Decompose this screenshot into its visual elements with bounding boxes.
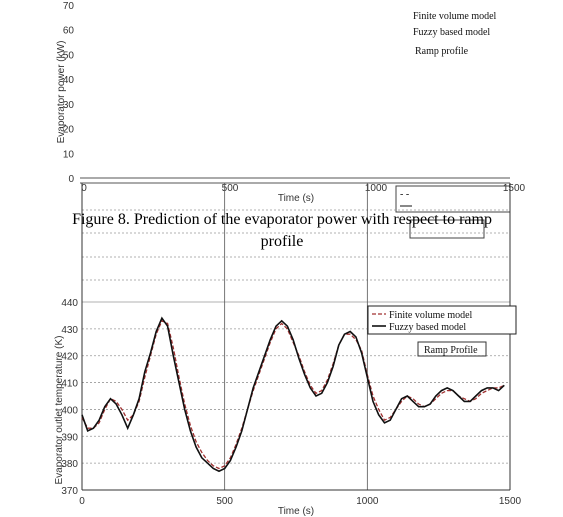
top-legend-fuzzy: Fuzzy based model (413, 27, 490, 38)
top-legend-box (395, 185, 511, 213)
top-y-tick-label: 10 (63, 149, 75, 160)
profile-box (417, 341, 487, 357)
top-y-tick-label: 40 (63, 75, 75, 86)
x-tick-label: 0 (79, 496, 85, 507)
top-legend-dash-mark: - - (400, 189, 409, 200)
top-y-tick-label: 50 (63, 50, 75, 61)
profile-label: Ramp Profile (424, 345, 478, 356)
top-y-tick-label: 70 (63, 1, 75, 12)
x-tick-label: 500 (216, 496, 233, 507)
top-x-tick-label: 1000 (365, 183, 388, 194)
x-tick-label: 1500 (499, 496, 522, 507)
x-tick-label: 1000 (356, 496, 379, 507)
y-tick-label: 420 (61, 352, 78, 363)
y-tick-label: 390 (61, 432, 78, 443)
y-tick-label: 370 (61, 486, 78, 497)
y-tick-label: 400 (61, 405, 78, 416)
y-axis-label: Evaporator outlet temperature (K) (54, 336, 65, 485)
legend-box (367, 305, 517, 335)
top-y-tick-label: 60 (63, 26, 75, 37)
top-y-tick-label: 30 (63, 100, 75, 111)
top-profile-box (409, 219, 485, 239)
caption-line-2: profile (261, 233, 304, 250)
top-y-tick-label: 20 (63, 125, 75, 136)
y-tick-label: 410 (61, 379, 78, 390)
y-tick-label: 380 (61, 459, 78, 470)
top-profile-label: Ramp profile (415, 46, 469, 57)
top-x-axis-label: Time (s) (278, 193, 314, 204)
series-line-fuzzy (81, 316, 505, 473)
top-x-tick-label: 0 (81, 183, 87, 194)
top-y-tick-label: 0 (68, 174, 74, 185)
caption-line-1: Figure 8. Prediction of the evaporator p… (72, 211, 492, 228)
top-x-tick-label: 1500 (503, 183, 526, 194)
series-line-finite-volume (81, 319, 505, 470)
y-tick-label: 440 (61, 298, 78, 309)
top-y-axis-label: Evaporator power (kW) (56, 41, 67, 144)
top-legend-finite-volume: Finite volume model (413, 11, 497, 22)
legend-label-fuzzy: Fuzzy based model (389, 322, 466, 333)
x-axis-label: Time (s) (278, 506, 314, 517)
legend-label-finite-volume: Finite volume model (389, 310, 473, 321)
y-tick-label: 430 (61, 325, 78, 336)
top-x-tick-label: 500 (222, 183, 239, 194)
